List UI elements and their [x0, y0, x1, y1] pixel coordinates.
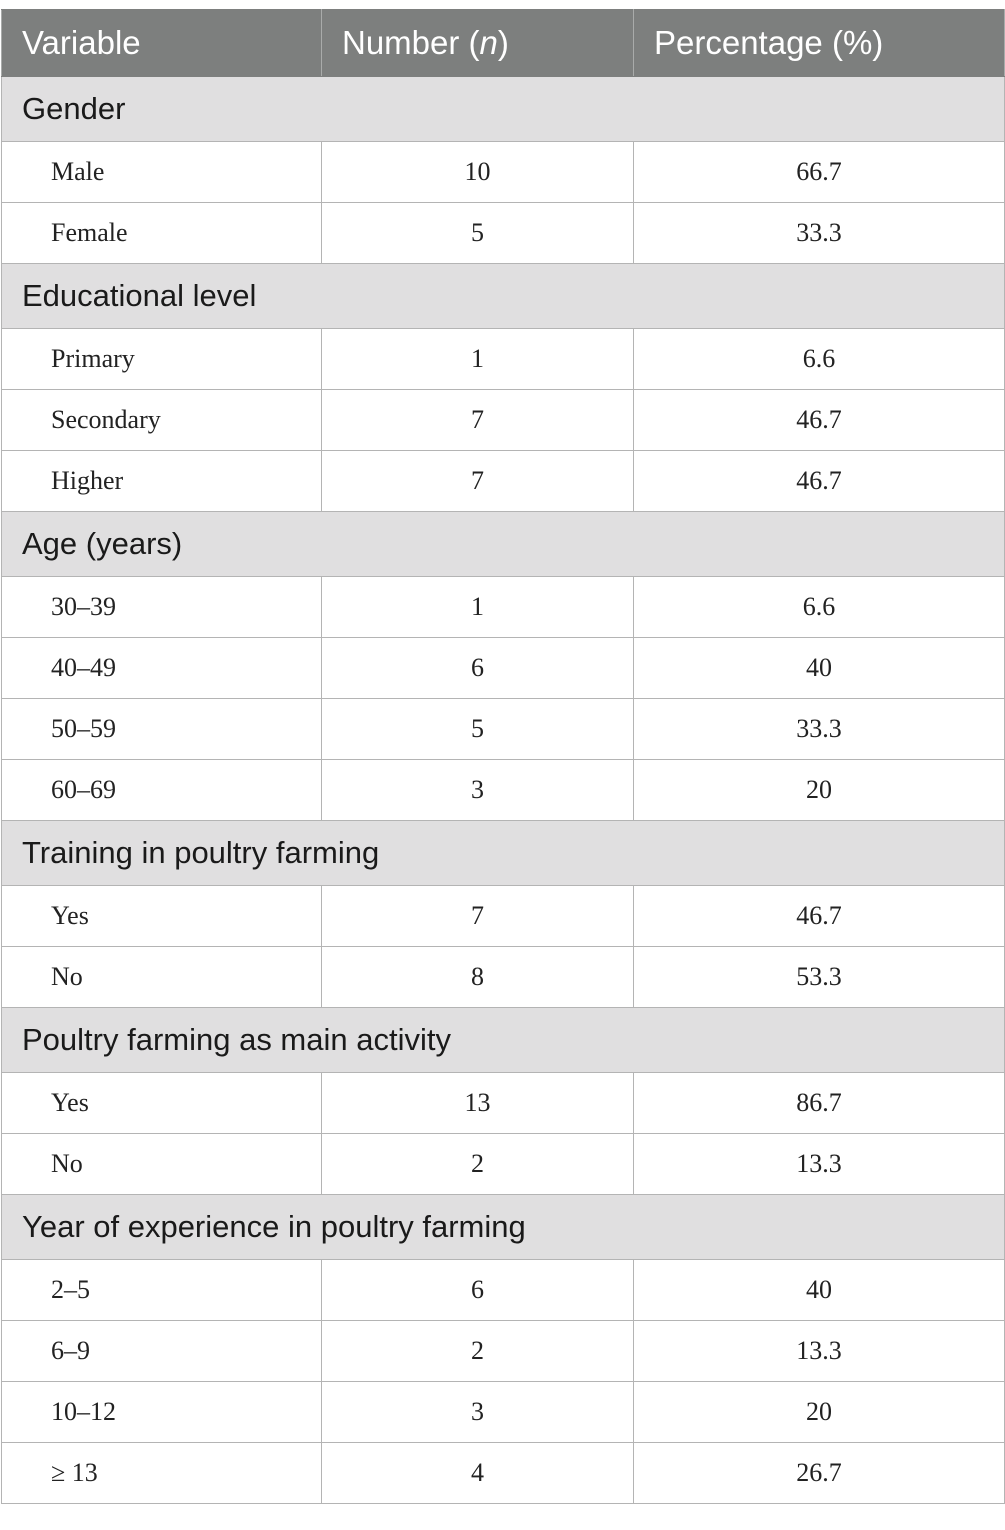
group-title: Educational level — [1, 263, 1005, 329]
table-row: Yes 7 46.7 — [1, 885, 1005, 947]
table-row: No 2 13.3 — [1, 1133, 1005, 1195]
row-number: 6 — [321, 637, 634, 699]
row-number: 2 — [321, 1320, 634, 1382]
row-number: 7 — [321, 450, 634, 512]
row-number: 8 — [321, 946, 634, 1008]
row-label: 30–39 — [1, 576, 322, 638]
row-number: 2 — [321, 1133, 634, 1195]
table-row: Higher 7 46.7 — [1, 450, 1005, 512]
row-number: 4 — [321, 1442, 634, 1504]
row-label: No — [1, 1133, 322, 1195]
row-label: 2–5 — [1, 1259, 322, 1321]
row-percentage: 13.3 — [633, 1133, 1005, 1195]
row-number: 6 — [321, 1259, 634, 1321]
header-row: Variable Number (n) Percentage (%) — [1, 9, 1005, 77]
table-row: No 8 53.3 — [1, 946, 1005, 1008]
group-title: Poultry farming as main activity — [1, 1007, 1005, 1073]
group-title: Gender — [1, 76, 1005, 142]
table-row: Yes 13 86.7 — [1, 1072, 1005, 1134]
table-row: 6–9 2 13.3 — [1, 1320, 1005, 1382]
row-number: 13 — [321, 1072, 634, 1134]
row-number: 1 — [321, 328, 634, 390]
row-percentage: 40 — [633, 1259, 1005, 1321]
header-variable: Variable — [1, 9, 322, 77]
row-percentage: 26.7 — [633, 1442, 1005, 1504]
row-label: Male — [1, 141, 322, 203]
group-title: Age (years) — [1, 511, 1005, 577]
group-header-row: Age (years) — [1, 511, 1005, 577]
row-number: 7 — [321, 885, 634, 947]
row-percentage: 46.7 — [633, 450, 1005, 512]
header-number-n: n — [479, 24, 498, 61]
table-row: 2–5 6 40 — [1, 1259, 1005, 1321]
header-number-text: Number ( — [342, 24, 480, 61]
header-number: Number (n) — [321, 9, 634, 77]
table-row: 10–12 3 20 — [1, 1381, 1005, 1443]
row-label: 60–69 — [1, 759, 322, 821]
row-label: Yes — [1, 885, 322, 947]
row-percentage: 13.3 — [633, 1320, 1005, 1382]
row-number: 10 — [321, 141, 634, 203]
table-row: Female 5 33.3 — [1, 202, 1005, 264]
row-percentage: 66.7 — [633, 141, 1005, 203]
row-label: Secondary — [1, 389, 322, 451]
row-percentage: 33.3 — [633, 202, 1005, 264]
row-percentage: 20 — [633, 1381, 1005, 1443]
row-percentage: 20 — [633, 759, 1005, 821]
group-header-row: Poultry farming as main activity — [1, 1007, 1005, 1073]
row-number: 1 — [321, 576, 634, 638]
row-label: 6–9 — [1, 1320, 322, 1382]
group-title: Training in poultry farming — [1, 820, 1005, 886]
table-row: Primary 1 6.6 — [1, 328, 1005, 390]
table-row: Secondary 7 46.7 — [1, 389, 1005, 451]
row-percentage: 53.3 — [633, 946, 1005, 1008]
table-row: 50–59 5 33.3 — [1, 698, 1005, 760]
group-header-row: Training in poultry farming — [1, 820, 1005, 886]
table-row: 40–49 6 40 — [1, 637, 1005, 699]
row-label: Female — [1, 202, 322, 264]
table-header: Variable Number (n) Percentage (%) — [1, 9, 1005, 77]
row-label: ≥ 13 — [1, 1442, 322, 1504]
header-percentage: Percentage (%) — [633, 9, 1005, 77]
row-percentage: 6.6 — [633, 576, 1005, 638]
row-percentage: 46.7 — [633, 389, 1005, 451]
group-header-row: Year of experience in poultry farming — [1, 1194, 1005, 1260]
table-row: ≥ 13 4 26.7 — [1, 1442, 1005, 1504]
row-number: 7 — [321, 389, 634, 451]
row-percentage: 86.7 — [633, 1072, 1005, 1134]
header-number-close: ) — [497, 24, 509, 61]
row-percentage: 33.3 — [633, 698, 1005, 760]
table-row: 30–39 1 6.6 — [1, 576, 1005, 638]
characteristics-table: Variable Number (n) Percentage (%) Gende… — [1, 9, 1005, 1504]
group-header-row: Gender — [1, 76, 1005, 142]
row-label: Primary — [1, 328, 322, 390]
group-header-row: Educational level — [1, 263, 1005, 329]
row-label: 50–59 — [1, 698, 322, 760]
row-number: 5 — [321, 202, 634, 264]
row-label: No — [1, 946, 322, 1008]
row-percentage: 46.7 — [633, 885, 1005, 947]
group-title: Year of experience in poultry farming — [1, 1194, 1005, 1260]
table-body: Gender Male 10 66.7 Female 5 33.3 Educational l… — [1, 76, 1005, 1504]
row-number: 3 — [321, 1381, 634, 1443]
row-label: 40–49 — [1, 637, 322, 699]
row-label: Yes — [1, 1072, 322, 1134]
table-row: 60–69 3 20 — [1, 759, 1005, 821]
row-label: 10–12 — [1, 1381, 322, 1443]
row-number: 3 — [321, 759, 634, 821]
row-percentage: 6.6 — [633, 328, 1005, 390]
row-number: 5 — [321, 698, 634, 760]
row-label: Higher — [1, 450, 322, 512]
table-row: Male 10 66.7 — [1, 141, 1005, 203]
row-percentage: 40 — [633, 637, 1005, 699]
